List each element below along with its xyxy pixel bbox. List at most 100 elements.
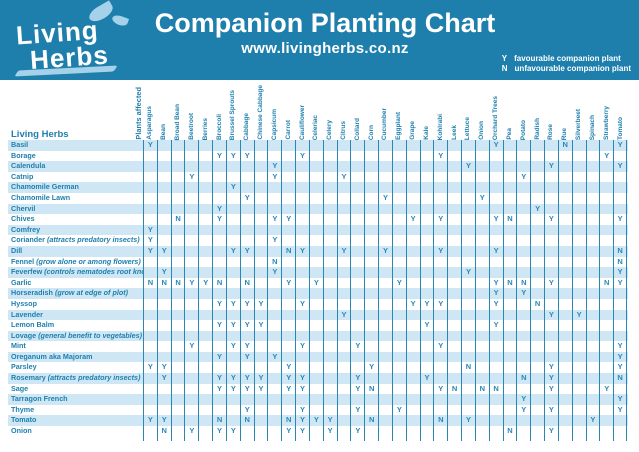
cell: Y <box>350 341 364 352</box>
cell: Y <box>461 415 475 427</box>
cell <box>502 383 517 395</box>
column-header: Asparagus <box>143 80 157 140</box>
cell: N <box>488 383 503 395</box>
cell: Y <box>225 426 240 437</box>
cell <box>474 320 489 331</box>
cell <box>170 171 185 183</box>
cell <box>516 415 530 427</box>
row-label: Parsley <box>8 362 143 373</box>
cell: Y <box>544 214 558 225</box>
website-url: www.livingherbs.co.nz <box>241 40 409 57</box>
cell <box>336 436 351 441</box>
table-row: Oreganum aka Majoram Y Y Y Y <box>8 351 628 363</box>
cell <box>143 256 157 268</box>
cell <box>322 192 337 204</box>
cell <box>281 351 295 363</box>
cell <box>447 320 461 331</box>
cell <box>571 224 586 236</box>
cell <box>433 362 447 374</box>
cell <box>212 341 226 352</box>
cell: Y <box>239 373 254 384</box>
cell <box>391 245 406 257</box>
cell <box>433 224 447 236</box>
cell <box>391 224 406 236</box>
cell <box>557 161 572 172</box>
cell <box>253 256 268 268</box>
cell <box>378 426 392 437</box>
cell <box>474 203 489 215</box>
cell <box>474 298 489 310</box>
cell <box>253 245 268 257</box>
cell <box>295 320 309 331</box>
cell <box>336 351 351 363</box>
cell <box>419 426 434 437</box>
cell <box>557 426 572 437</box>
cell <box>267 150 281 162</box>
cell <box>502 288 517 299</box>
cell <box>405 426 420 437</box>
cell <box>378 415 392 427</box>
column-header-label: Carrot <box>284 120 292 140</box>
column-header: Citrus <box>337 80 351 140</box>
cell <box>585 224 600 236</box>
column-header: Kale <box>420 80 434 140</box>
cell <box>502 320 517 331</box>
column-header: Pea <box>503 80 517 140</box>
cell: Y <box>613 351 627 363</box>
cell <box>364 182 378 193</box>
cell: Y <box>613 214 627 225</box>
cell: Y <box>295 415 309 427</box>
cell <box>419 362 434 374</box>
column-header: Kohlrabi <box>433 80 447 140</box>
cell: Y <box>516 394 530 405</box>
cell <box>156 235 171 246</box>
cell <box>599 320 613 331</box>
cell <box>253 404 268 416</box>
cell <box>419 203 434 215</box>
cell <box>488 203 503 215</box>
legend: Y favourable companion plant N unfavoura… <box>502 54 631 74</box>
cell <box>308 394 323 405</box>
cell <box>267 415 281 427</box>
cell <box>530 309 544 321</box>
cell <box>447 235 461 246</box>
column-header: Cauliflower <box>295 80 309 140</box>
cell: Y <box>295 298 309 310</box>
cell <box>391 426 406 437</box>
cell <box>295 362 309 374</box>
cell <box>516 214 530 225</box>
cell <box>516 320 530 331</box>
cell <box>184 383 198 395</box>
cell <box>336 362 351 374</box>
cell: Y <box>433 245 447 257</box>
row-label-name: Parsley <box>11 362 37 372</box>
table-row: Lavender Y Y Y <box>8 309 628 321</box>
cell <box>239 309 254 321</box>
table-row: Hyssop Y Y Y Y Y Y Y Y Y N <box>8 298 628 310</box>
cell <box>308 192 323 204</box>
cell: Y <box>184 277 198 289</box>
cell <box>198 140 212 151</box>
row-label-name: Hyssop <box>11 298 37 308</box>
cell <box>267 436 281 441</box>
cell <box>447 214 461 225</box>
cell <box>170 267 185 278</box>
cell <box>557 309 572 321</box>
cell <box>419 245 434 257</box>
cell <box>544 341 558 352</box>
cell: Y <box>253 383 268 395</box>
cell <box>336 140 351 151</box>
cell <box>571 267 586 278</box>
cell <box>322 330 337 342</box>
cell: Y <box>488 298 503 310</box>
cell <box>391 320 406 331</box>
cell: N <box>212 277 226 289</box>
cell <box>405 171 420 183</box>
cell <box>405 245 420 257</box>
cell <box>295 192 309 204</box>
cell: N <box>281 415 295 427</box>
cell <box>156 203 171 215</box>
cell <box>530 436 544 441</box>
cell <box>433 404 447 416</box>
cell <box>447 150 461 162</box>
